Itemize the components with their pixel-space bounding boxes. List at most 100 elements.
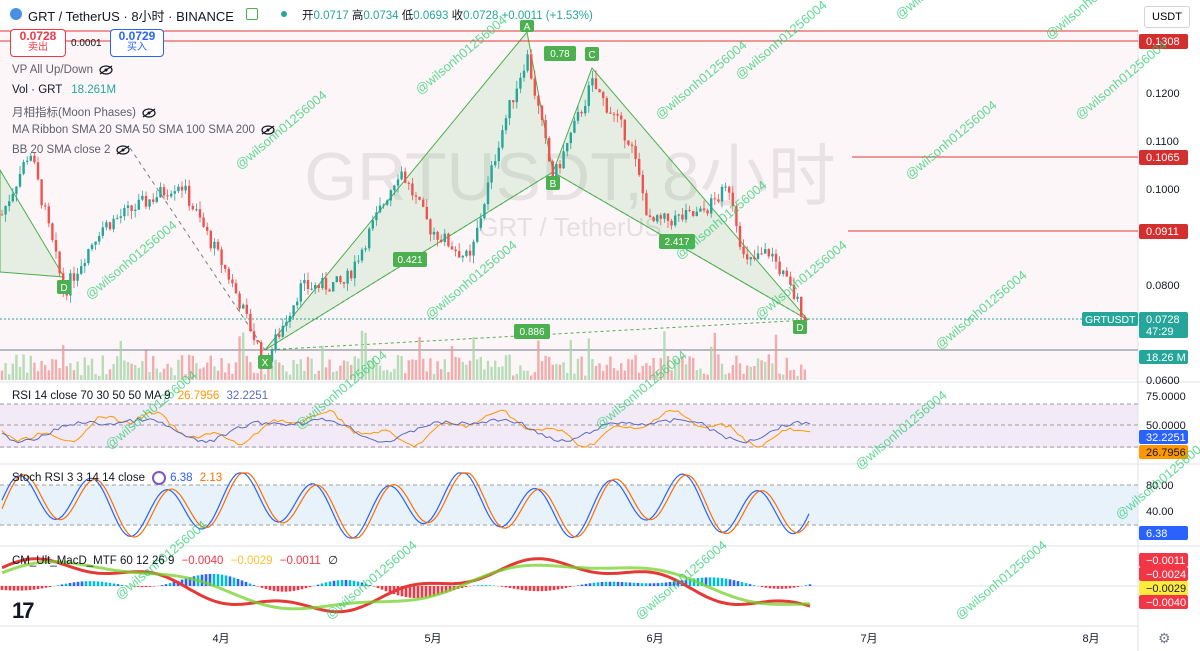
volume-bar [152, 356, 155, 380]
macd-hist-bar [656, 583, 660, 586]
volume-bar [105, 374, 108, 380]
volume-bar [98, 375, 101, 380]
candle-body [598, 89, 601, 93]
volume-bar [123, 360, 126, 380]
label-b: B [550, 179, 557, 190]
candle-body [454, 249, 457, 252]
candle-body [504, 118, 508, 131]
candle-body [724, 186, 727, 188]
refresh-icon[interactable] [152, 471, 167, 485]
macd-hist-bar [512, 586, 516, 589]
legend-rsi[interactable]: RSI 14 close 70 30 50 50 MA 9 26.7956 32… [12, 390, 269, 402]
candle-body [382, 204, 385, 206]
volume-bar [789, 370, 792, 380]
volume-bar [206, 362, 209, 380]
flag-icon[interactable] [246, 8, 258, 20]
volume-bar [62, 345, 65, 380]
macd-hist-bar [72, 582, 76, 586]
legend-volume[interactable]: Vol · GRT 18.261M [12, 84, 117, 96]
candle-body [465, 250, 468, 256]
legend-bb[interactable]: BB 20 SMA close 2 [12, 144, 131, 156]
volume-bar [591, 359, 594, 380]
macd-tag-4: −0.0040 [1146, 597, 1186, 609]
volume-bar [65, 366, 68, 380]
candle-body [461, 255, 464, 258]
candle-body [224, 264, 227, 269]
volume-bar [170, 367, 173, 380]
volume-bar [537, 340, 540, 380]
volume-bar [450, 345, 454, 380]
buy-button[interactable]: 0.0729 买入 [110, 29, 164, 57]
sell-button[interactable]: 0.0728 卖出 [10, 29, 66, 57]
candle-body [213, 241, 216, 249]
macd-hist-bar [504, 586, 508, 588]
symbol-title[interactable]: GRT / TetherUS · 8小时 · BINANCE [28, 9, 234, 24]
macd-hist-bar [212, 573, 216, 586]
null-icon: ∅ [327, 555, 339, 567]
volume-bar [659, 358, 662, 380]
volume-bar [332, 371, 335, 380]
candle-body [368, 228, 371, 249]
candle-body [191, 205, 194, 210]
legend-macd[interactable]: CM_Ult_MacD_MTF 60 12 26 9 −0.0040 −0.00… [12, 555, 339, 567]
volume-bar [368, 360, 371, 380]
volume-bar [706, 374, 709, 380]
legend-vp[interactable]: VP All Up/Down [12, 64, 113, 76]
macd-hist-bar [220, 574, 224, 586]
macd-hist-bar [576, 585, 580, 586]
volume-bar [515, 373, 518, 380]
candle-body [324, 278, 328, 290]
volume-bar [202, 367, 205, 380]
macd-value-1: −0.0040 [181, 555, 224, 567]
candle-body [209, 230, 212, 249]
currency-button[interactable]: USDT [1144, 6, 1190, 28]
candle-body [641, 174, 644, 194]
legend-stoch[interactable]: Stoch RSI 3 3 14 14 close 6.38 2.13 [12, 471, 223, 485]
tradingview-logo-icon[interactable]: 17 [12, 598, 35, 623]
macd-hist-bar [536, 586, 540, 592]
macd-hist-bar [508, 586, 512, 589]
eye-hidden-icon[interactable] [261, 125, 275, 135]
candle-body [576, 111, 580, 121]
stoch-d-line [1, 472, 810, 539]
legend-ma-ribbon[interactable]: MA Ribbon SMA 20 SMA 50 SMA 100 SMA 200 [12, 124, 275, 136]
eye-hidden-icon[interactable] [116, 145, 131, 155]
gear-icon[interactable]: ⚙ [1158, 630, 1171, 646]
volume-bar [382, 370, 385, 380]
volume-bar [350, 364, 353, 380]
volume-bar [465, 364, 468, 380]
volume-bar [90, 358, 94, 380]
volume-bar [18, 366, 22, 380]
volume-bar [324, 367, 328, 380]
candle-body [231, 279, 234, 284]
sell-price: 0.0728 [19, 29, 57, 43]
volume-bar [558, 364, 562, 380]
eye-hidden-icon[interactable] [99, 65, 113, 75]
macd-panel [0, 557, 1138, 614]
volume-bar [281, 365, 284, 380]
candle-body [76, 273, 79, 281]
macd-hist-bar [580, 584, 584, 586]
volume-bar [148, 371, 151, 380]
legend-moon[interactable]: 月相指标(Moon Phases) [12, 104, 156, 120]
volume-bar [544, 355, 547, 380]
macd-hist-bar [592, 582, 596, 586]
label-a: A [524, 22, 531, 33]
volume-bar [159, 372, 162, 380]
candle-body [134, 209, 137, 211]
volume-bar [144, 350, 148, 380]
label-prev-d: D [60, 283, 67, 294]
candle-body [616, 113, 619, 116]
volume-bar [648, 365, 652, 380]
candle-body [260, 342, 263, 362]
macd-hist-bar [712, 577, 716, 586]
macd-hist-bar [516, 586, 520, 590]
candle-body [782, 270, 785, 275]
volume-bar [454, 356, 457, 380]
volume-bar [429, 358, 432, 380]
eye-hidden-icon[interactable] [142, 108, 156, 118]
volume-bar [645, 363, 648, 380]
label-x: X [262, 358, 269, 369]
volume-bar [760, 360, 763, 380]
stoch-d-value: 2.13 [199, 472, 223, 485]
